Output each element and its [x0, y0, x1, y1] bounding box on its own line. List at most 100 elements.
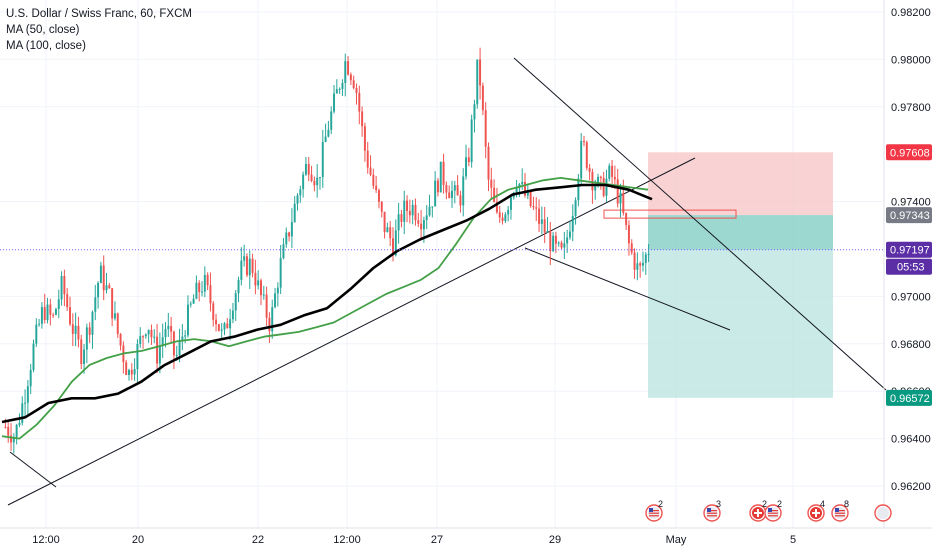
candle-body [397, 214, 400, 231]
candle-body [361, 111, 364, 127]
candle-body [439, 161, 442, 193]
candle-body [46, 304, 49, 321]
candle-body [333, 93, 336, 112]
candle-body [647, 253, 650, 255]
candle-body [142, 336, 145, 338]
candle-body [481, 85, 484, 111]
candle-body [484, 110, 487, 147]
candle-body [66, 294, 69, 308]
flag-stripe [768, 512, 778, 514]
candle-body [605, 178, 608, 196]
candle-body [97, 282, 100, 298]
candle-body [420, 223, 423, 230]
candle-body [271, 307, 274, 332]
flag-stripe [768, 510, 778, 512]
candle-body [630, 243, 633, 253]
event-count: 4 [820, 499, 825, 509]
candle-body [24, 402, 27, 404]
candle-body [158, 345, 161, 364]
candle-body [622, 192, 625, 213]
candle-body [29, 369, 32, 387]
candle-body [327, 129, 330, 137]
price-tick-label: 0.96400 [891, 434, 931, 446]
flag-stripe [835, 510, 845, 512]
candle-body [394, 230, 397, 256]
candle-body [498, 212, 501, 218]
flag-stripe [835, 515, 845, 517]
candle-body [167, 325, 170, 330]
ma100-label[interactable]: MA (100, close) [6, 40, 86, 52]
candle-body [85, 327, 88, 350]
candle-body [128, 369, 130, 375]
candle-body [257, 280, 260, 286]
candle-body [366, 150, 369, 168]
candle-body [422, 220, 425, 230]
candle-body [585, 142, 588, 168]
candle-body [212, 303, 215, 320]
candle-body [136, 344, 139, 370]
candle-body [156, 336, 159, 364]
candle-body [414, 204, 417, 221]
candle-body [316, 177, 319, 186]
trendlines [7, 57, 887, 506]
candle-body [282, 244, 285, 259]
candle-body [392, 238, 394, 256]
entry-price-tag: 0.97343 [890, 210, 930, 222]
candle-body [406, 200, 409, 211]
candle-body [363, 126, 366, 151]
candle-body [386, 227, 389, 233]
candle-body [588, 167, 591, 172]
trendline-early [9, 451, 57, 488]
candle-body [574, 200, 577, 216]
candle-body [144, 334, 147, 337]
ma100-line [1, 183, 653, 424]
candle-body [358, 92, 361, 112]
candle-body [372, 174, 375, 186]
candle-body [147, 329, 150, 335]
candle-body [265, 294, 268, 318]
candle-body [580, 140, 583, 179]
candle-body [417, 220, 420, 224]
flag-stripe [707, 512, 717, 514]
event-icon: 3 [703, 499, 721, 522]
candle-body [338, 89, 341, 91]
ma50-label[interactable]: MA (50, close) [6, 24, 80, 36]
candle-body [198, 282, 201, 293]
candle-body [226, 323, 229, 329]
candle-body [509, 197, 512, 210]
candle-body [431, 206, 434, 208]
candle-body [245, 256, 248, 276]
candle-body [347, 61, 350, 75]
candle-body [521, 181, 524, 185]
candle-body [310, 174, 313, 181]
position-zones [603, 152, 833, 398]
candle-body [243, 256, 246, 261]
target-price-tag-bg [886, 389, 932, 406]
symbol-title[interactable]: U.S. Dollar / Swiss Franc, 60, FXCM [6, 8, 192, 20]
candle-body [139, 336, 142, 345]
candle-body [262, 294, 265, 296]
candle-body [113, 313, 116, 319]
candle-body [335, 89, 338, 94]
candle-body [425, 215, 428, 221]
candle-body [209, 285, 212, 304]
candle-body [566, 237, 569, 244]
entry-price-tag-bg [886, 207, 932, 224]
candle-body [231, 310, 234, 320]
candle-body [639, 263, 642, 266]
candle-body [451, 190, 453, 199]
candle-body [493, 187, 496, 202]
stop-price-tag: 0.97608 [890, 147, 930, 159]
candle-body [108, 285, 111, 289]
candle-body [49, 304, 52, 315]
candle-body [462, 176, 465, 206]
candle-body [116, 313, 119, 334]
candle-body [276, 287, 279, 294]
time-axis[interactable]: 12:00 20 22 12:00 27 29 May 5 [32, 534, 796, 546]
candle-body [189, 303, 192, 305]
entry-box [603, 209, 737, 219]
candle-body [195, 282, 198, 299]
candle-body [215, 319, 218, 325]
